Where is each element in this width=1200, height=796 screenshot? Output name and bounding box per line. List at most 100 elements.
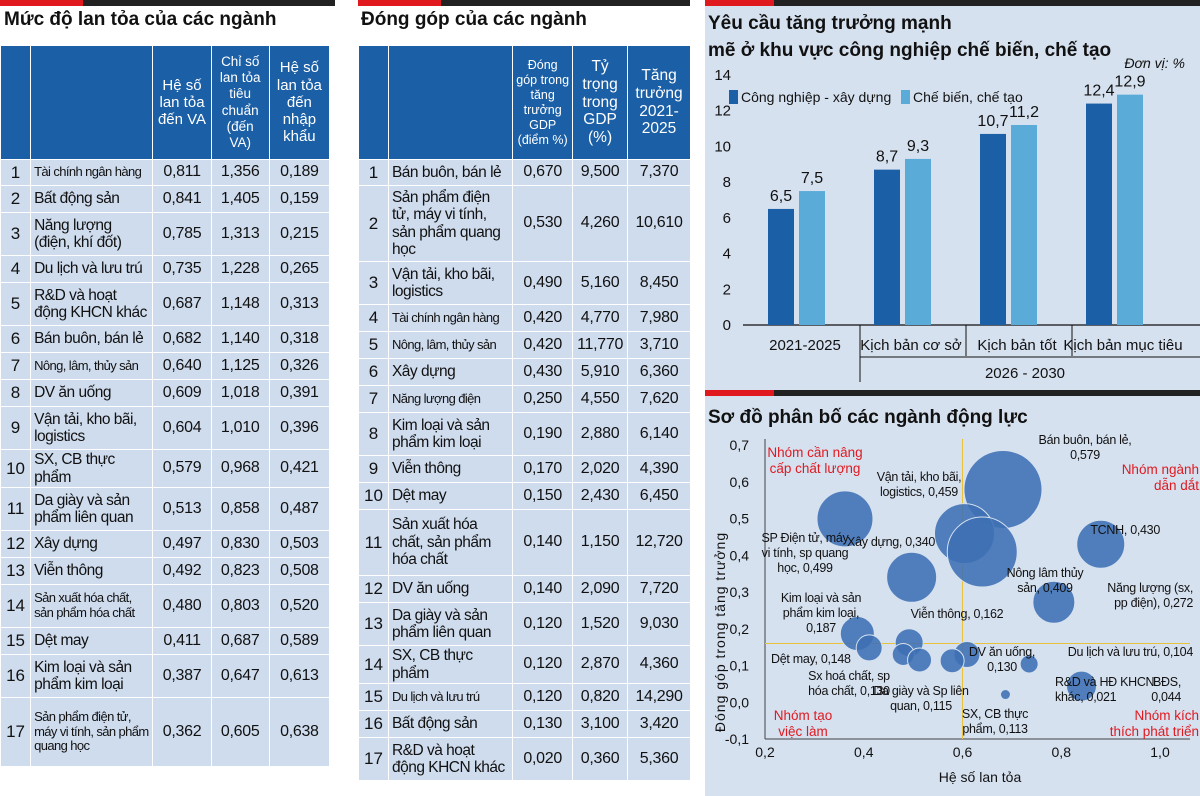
growth-bar-chart: Yêu cầu tăng trưởng mạnh mẽ ở khu vực cô… bbox=[705, 6, 1200, 390]
t1-value-2: 0,387 bbox=[152, 654, 212, 698]
bar-category-label: Kịch bản tốt bbox=[977, 337, 1057, 354]
t1-value-2: 0,785 bbox=[152, 212, 212, 256]
bar-manufacturing bbox=[799, 191, 825, 325]
t1-value-4: 0,189 bbox=[268, 159, 331, 186]
t2-sector-name: R&D và hoạt động KHCN khác bbox=[387, 737, 514, 781]
t1-sector-name: Viễn thông bbox=[30, 557, 154, 585]
t1-row-index: 13 bbox=[0, 557, 32, 585]
bubble-label: SP Điện tử, máy vi tính, sp quang học, 0,4… bbox=[761, 531, 849, 575]
t2-row: 6 Xây dựng 0,430 5,910 6,360 bbox=[358, 358, 691, 386]
bar-ytick: 4 bbox=[723, 246, 731, 263]
t1-row-index: 15 bbox=[0, 627, 32, 655]
t2-sector-name: Vận tải, kho bãi, logistics bbox=[387, 261, 514, 305]
t1-header-idx bbox=[0, 45, 32, 160]
bubble bbox=[1019, 654, 1039, 674]
bubble-label: Vận tải, kho bãi, logistics, 0,459 bbox=[877, 470, 962, 499]
scatter-ylabel: Đóng góp trong tăng trưởng bbox=[712, 532, 728, 732]
t1-sector-name: Năng lượng (điện, khí đốt) bbox=[30, 212, 154, 256]
scatter-ytick: 0,0 bbox=[730, 694, 750, 710]
t2-value-4: 4,360 bbox=[627, 645, 691, 684]
t1-value-3: 1,228 bbox=[210, 255, 270, 283]
t1-row-index: 16 bbox=[0, 654, 32, 698]
t1-value-3: 1,125 bbox=[210, 352, 270, 380]
t1-row-index: 1 bbox=[0, 159, 32, 186]
t1-row: 9 Vận tải, kho bãi, logistics 0,604 1,010 0,… bbox=[0, 406, 331, 450]
t1-value-4: 0,313 bbox=[268, 282, 331, 326]
t1-value-3: 1,356 bbox=[210, 159, 270, 186]
t1-value-2: 0,604 bbox=[152, 406, 212, 450]
bubble bbox=[946, 516, 1018, 588]
t2-value-4: 6,360 bbox=[627, 358, 691, 386]
t2-row-index: 16 bbox=[358, 710, 389, 738]
t2-value-2: 0,140 bbox=[512, 509, 574, 576]
t2-row-index: 13 bbox=[358, 602, 389, 646]
t2-value-2: 0,190 bbox=[512, 412, 574, 456]
t1-value-2: 0,579 bbox=[152, 449, 212, 488]
t2-sector-name: Viễn thông bbox=[387, 455, 514, 483]
top-bar-dark-1 bbox=[83, 0, 335, 6]
t1-value-4: 0,159 bbox=[268, 185, 331, 213]
bubble-label: SX, CB thực phẩm, 0,113 bbox=[962, 707, 1028, 736]
t1-value-4: 0,215 bbox=[268, 212, 331, 256]
bubble-label: Viễn thông, 0,162 bbox=[911, 606, 1004, 621]
t1-header-name bbox=[30, 45, 154, 160]
t1-row: 7 Nông, lâm, thủy sản 0,640 1,125 0,326 bbox=[0, 352, 331, 380]
bar-ytick: 0 bbox=[723, 317, 731, 334]
quadrant-label: Nhóm cần nâng cấp chất lượng bbox=[767, 445, 862, 476]
t2-sector-name: Sản xuất hóa chất, sản phẩm hóa chất bbox=[387, 509, 514, 576]
t2-sector-name: Dệt may bbox=[387, 482, 514, 510]
t2-value-3: 5,910 bbox=[572, 358, 629, 386]
t2-row: 16 Bất động sản 0,130 3,100 3,420 bbox=[358, 710, 691, 738]
t1-row: 6 Bán buôn, bán lẻ 0,682 1,140 0,318 bbox=[0, 325, 331, 353]
t2-row: 15 Du lịch và lưu trú 0,120 0,820 14,290 bbox=[358, 683, 691, 711]
t1-value-4: 0,396 bbox=[268, 406, 331, 450]
bar-chart-title-line2: mẽ ở khu vực công nghiệp chế biến, chế t… bbox=[708, 40, 1111, 61]
bar-value-label: 6,5 bbox=[770, 188, 792, 205]
t1-value-3: 0,968 bbox=[210, 449, 270, 488]
t2-value-3: 1,150 bbox=[572, 509, 629, 576]
table1-title: Mức độ lan tỏa của các ngành bbox=[4, 9, 277, 30]
t1-sector-name: Dệt may bbox=[30, 627, 154, 655]
t2-value-4: 7,980 bbox=[627, 304, 691, 332]
t1-row: 11 Da giày và sản phẩm liên quan 0,513 0,85… bbox=[0, 487, 331, 531]
bar-chart-unit: Đơn vị: % bbox=[1124, 55, 1185, 71]
t1-sector-name: Du lịch và lưu trú bbox=[30, 255, 154, 283]
t2-row-index: 7 bbox=[358, 385, 389, 413]
bubble bbox=[999, 689, 1011, 701]
t1-row: 4 Du lịch và lưu trú 0,735 1,228 0,265 bbox=[0, 255, 331, 283]
t2-value-4: 3,420 bbox=[627, 710, 691, 738]
bar-value-label: 11,2 bbox=[1009, 104, 1039, 121]
t1-row-index: 12 bbox=[0, 530, 32, 558]
bubble-label: TCNH, 0,430 bbox=[1090, 523, 1160, 537]
bubble-label: Bán buôn, bán lẻ, 0,579 bbox=[1039, 433, 1132, 462]
t1-row-index: 7 bbox=[0, 352, 32, 380]
t2-row: 13 Da giày và sản phẩm liên quan 0,120 1,52… bbox=[358, 602, 691, 646]
t1-value-3: 1,140 bbox=[210, 325, 270, 353]
t1-value-2: 0,687 bbox=[152, 282, 212, 326]
top-bar-dark-2 bbox=[441, 0, 690, 6]
scatter-background bbox=[705, 396, 1200, 796]
t1-header-import: Hệ số lan tỏa đến nhập khẩu bbox=[268, 45, 331, 160]
bar-category-label: Kịch bản mục tiêu bbox=[1063, 337, 1182, 354]
t2-row-index: 5 bbox=[358, 331, 389, 359]
t2-value-4: 7,720 bbox=[627, 575, 691, 603]
bar-value-label: 7,5 bbox=[801, 170, 823, 187]
t2-value-4: 7,370 bbox=[627, 159, 691, 186]
t1-row-index: 11 bbox=[0, 487, 32, 531]
t1-row: 17 Sản phẩm điện tử, máy vi tính, sản phẩ… bbox=[0, 697, 331, 767]
t2-value-2: 0,140 bbox=[512, 575, 574, 603]
t1-value-2: 0,609 bbox=[152, 379, 212, 407]
bar-value-label: 10,7 bbox=[977, 113, 1008, 130]
t1-row: 15 Dệt may 0,411 0,687 0,589 bbox=[0, 627, 331, 655]
scatter-ytick: 0,3 bbox=[730, 584, 750, 600]
scatter-xtick: 0,6 bbox=[953, 744, 973, 760]
t1-value-2: 0,513 bbox=[152, 487, 212, 531]
t1-value-4: 0,318 bbox=[268, 325, 331, 353]
t2-value-3: 2,090 bbox=[572, 575, 629, 603]
bubble bbox=[816, 490, 874, 548]
t1-value-3: 1,148 bbox=[210, 282, 270, 326]
t2-header-contribution: Đóng góp trong tăng trưởng GDP (điểm %) bbox=[512, 45, 574, 160]
t2-value-2: 0,490 bbox=[512, 261, 574, 305]
t2-value-2: 0,120 bbox=[512, 602, 574, 646]
t2-value-2: 0,530 bbox=[512, 185, 574, 262]
